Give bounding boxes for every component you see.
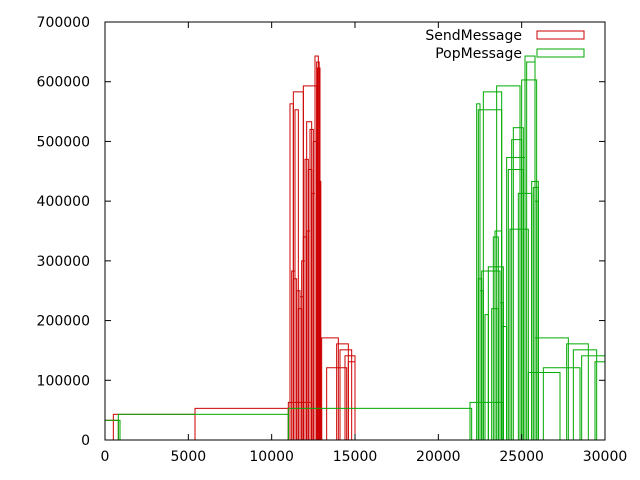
series-SendMessage — [104, 55, 356, 441]
legend: SendMessage PopMessage — [425, 28, 585, 62]
bar-PopMessage-2 — [287, 407, 473, 441]
legend-label-PopMessage: PopMessage — [435, 46, 522, 62]
bar-PopMessage-0 — [104, 419, 121, 441]
y-tick-label: 0 — [81, 433, 90, 449]
y-tick-label: 400000 — [37, 194, 90, 210]
bar-PopMessage-18 — [506, 157, 526, 441]
y-tick-label: 600000 — [37, 75, 90, 91]
y-tick-label: 500000 — [37, 134, 90, 150]
bar-PopMessage-19 — [507, 168, 524, 441]
legend-swatch-PopMessage — [536, 48, 585, 58]
x-tick-label: 10000 — [249, 449, 294, 465]
bar-PopMessage-17 — [501, 326, 508, 441]
x-tick-label: 5000 — [171, 449, 207, 465]
bar-PopMessage-9 — [482, 91, 503, 441]
y-tick-label: 700000 — [37, 15, 90, 31]
bar-PopMessage-20 — [509, 228, 529, 441]
bar-PopMessage-24 — [521, 79, 538, 441]
legend-swatch-SendMessage — [536, 30, 585, 40]
bar-PopMessage-8 — [481, 270, 501, 441]
bar-PopMessage-13 — [492, 236, 499, 441]
bar-SendMessage-30 — [339, 349, 353, 441]
bar-SendMessage-2 — [194, 407, 289, 441]
bar-PopMessage-34 — [572, 349, 598, 441]
y-tick-label: 100000 — [37, 373, 90, 389]
bar-PopMessage-32 — [542, 367, 581, 441]
bar-PopMessage-28 — [532, 186, 539, 441]
bar-PopMessage-31 — [534, 337, 569, 441]
bar-SendMessage-0 — [104, 419, 119, 441]
y-tick-label: 300000 — [37, 254, 90, 270]
bar-PopMessage-1 — [117, 413, 289, 441]
bar-SendMessage-1 — [112, 413, 196, 441]
y-tick-label: 200000 — [37, 314, 90, 330]
bar-SendMessage-27 — [321, 337, 339, 441]
x-tick-label: 20000 — [416, 449, 461, 465]
ticks-layer: 0 5000 10000 15000 20000 25000 300000100000200… — [37, 15, 628, 465]
legend-label-SendMessage: SendMessage — [425, 28, 522, 44]
series-layer — [104, 55, 606, 441]
bar-PopMessage-35 — [581, 355, 606, 441]
bar-PopMessage-11 — [487, 266, 504, 441]
bar-PopMessage-33 — [566, 343, 589, 441]
x-tick-label: 30000 — [583, 449, 628, 465]
x-tick-label: 0 — [101, 449, 110, 465]
x-tick-label: 15000 — [333, 449, 378, 465]
x-tick-label: 25000 — [499, 449, 544, 465]
